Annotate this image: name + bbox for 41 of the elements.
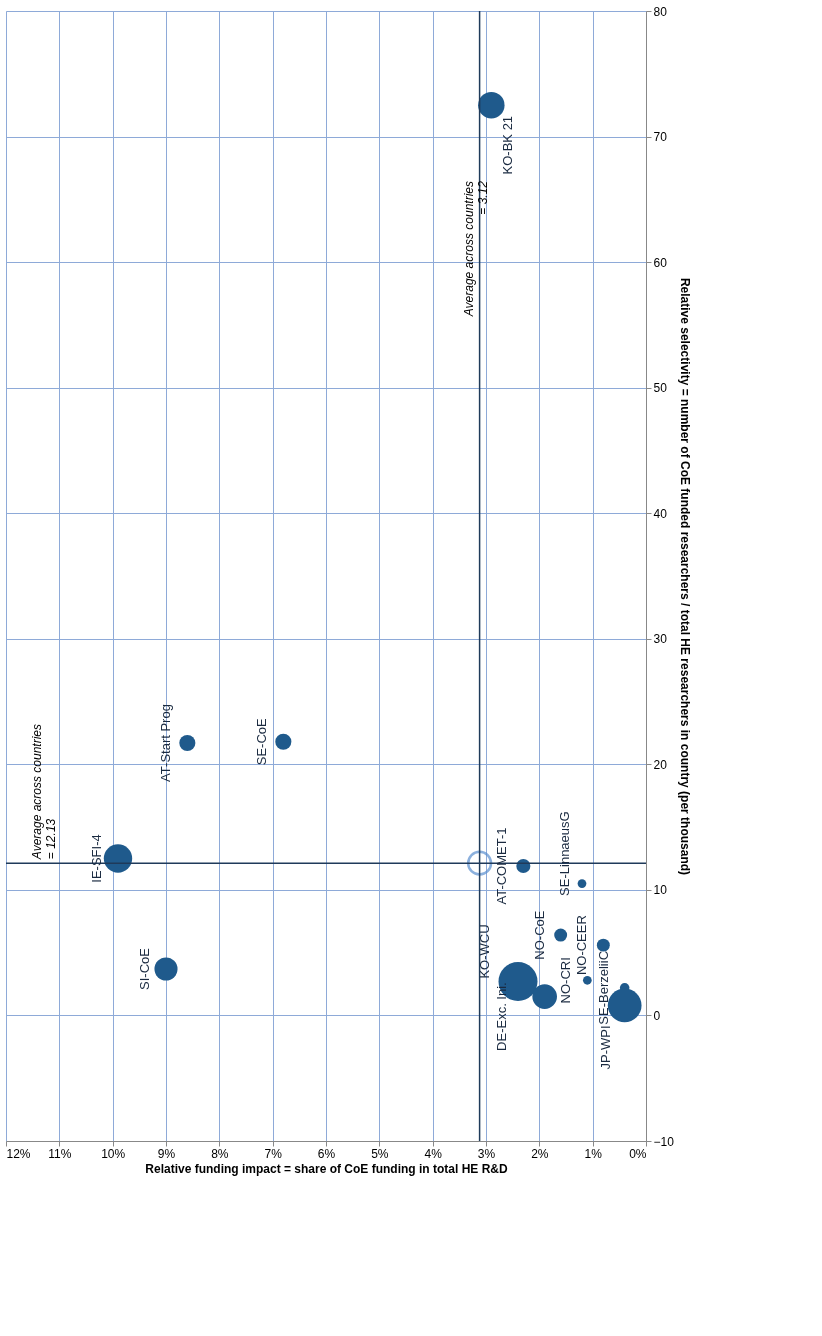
annotation: SE-CoE [254,717,270,766]
y-tick-label: 30 [653,632,668,647]
annotation: NO-CEER [574,915,590,976]
x-tick-label: 1% [584,1146,603,1161]
ref-line-label: Average across countries = 12.13 [30,723,58,861]
x-tick-label: 3% [477,1146,496,1161]
annotation: DE-Exc. Ini. [493,982,509,1051]
x-tick-label: 6% [317,1146,336,1161]
annotation: SE-LinnaeusG [557,811,572,896]
annotation: KO-BK 21 [500,115,516,175]
y-tick-label: 50 [653,381,668,396]
y-axis-title: Relative selectivity = number of CoE funded researchers / total HE researchers in country (per thousand) [677,277,692,876]
annotation: AT-COMET-1 [494,827,510,905]
x-tick-label: 9% [157,1146,176,1161]
annotation: SI-CoE [137,947,152,990]
y-tick-label: 20 [653,757,668,772]
x-tick-label: 10% [101,1146,126,1161]
x-tick-label: 7% [264,1146,283,1161]
y-tick-label: 10 [653,883,668,898]
y-tick-label: 0 [653,1008,661,1023]
annotation: JP-WPI [597,1025,613,1070]
x-tick-label: 12% [6,1146,31,1161]
x-tick-label: 2% [531,1146,549,1161]
x-tick-label: 4% [424,1146,443,1161]
y-tick-label: 40 [653,506,668,521]
x-axis-title: Relative funding impact = share of CoE funding in total HE R&D [145,1161,509,1176]
y-tick-label: 80 [653,4,668,19]
annotation: KO-WCU [477,924,492,979]
x-tick-label: 8% [211,1146,229,1161]
y-tick-label: 60 [653,255,668,270]
annotation: NO-CoE [531,910,547,960]
annotation: IE-SFI-4 [89,834,104,883]
annotation: NO-CRI [558,957,574,1004]
x-tick-label: 5% [371,1146,389,1161]
x-tick-label: 0% [629,1146,647,1161]
y-tick-label: −10 [653,1134,675,1149]
ref-line-label: Average across countries = 3.12 [461,180,490,318]
x-tick-label: 11% [48,1146,72,1161]
y-tick-label: 70 [653,130,668,145]
annotation: SE-BerzeliiC [595,950,611,1025]
annotation: AT-Start Prog [158,704,174,782]
